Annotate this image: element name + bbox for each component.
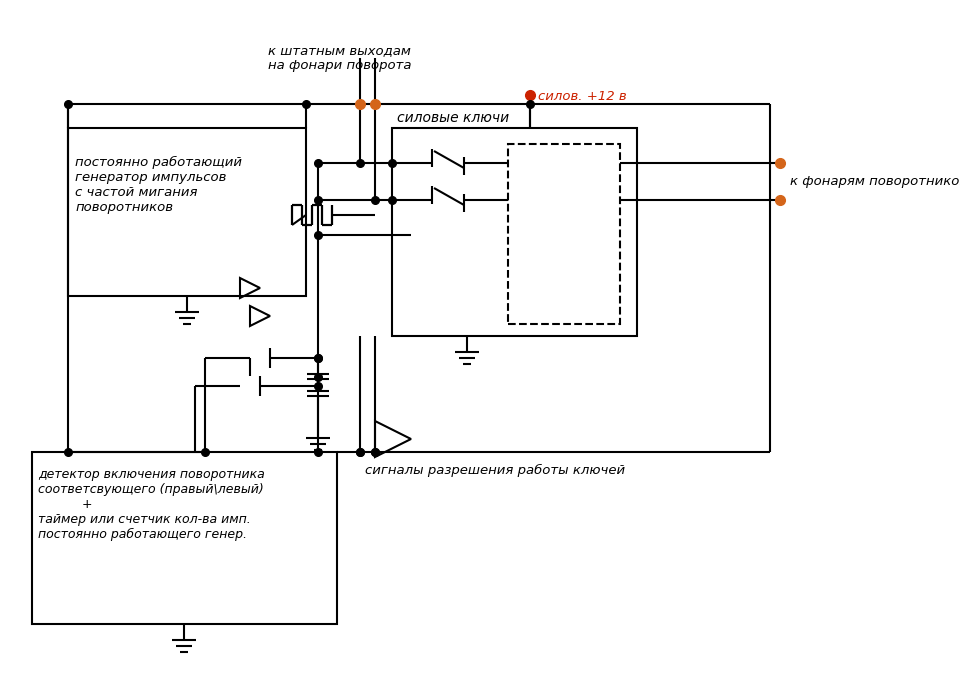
Text: к фонарям поворотников: к фонарям поворотников (790, 175, 960, 187)
Bar (392, 128, 637, 336)
Text: к штатным выходам
на фонари поворота: к штатным выходам на фонари поворота (268, 44, 412, 72)
Text: детектор включения поворотника
соответсвующего (правый\левый)
           +
тайме: детектор включения поворотника соответсв… (38, 468, 265, 541)
Bar (508, 144, 620, 324)
Text: постоянно работающий
генератор импульсов
с частой мигания
поворотников: постоянно работающий генератор импульсов… (75, 156, 242, 214)
Text: сигналы разрешения работы ключей: сигналы разрешения работы ключей (365, 464, 625, 477)
Text: силовые ключи: силовые ключи (397, 111, 509, 125)
Bar (68, 128, 306, 296)
Bar (32, 452, 337, 624)
Text: силов. +12 в: силов. +12 в (538, 90, 627, 102)
